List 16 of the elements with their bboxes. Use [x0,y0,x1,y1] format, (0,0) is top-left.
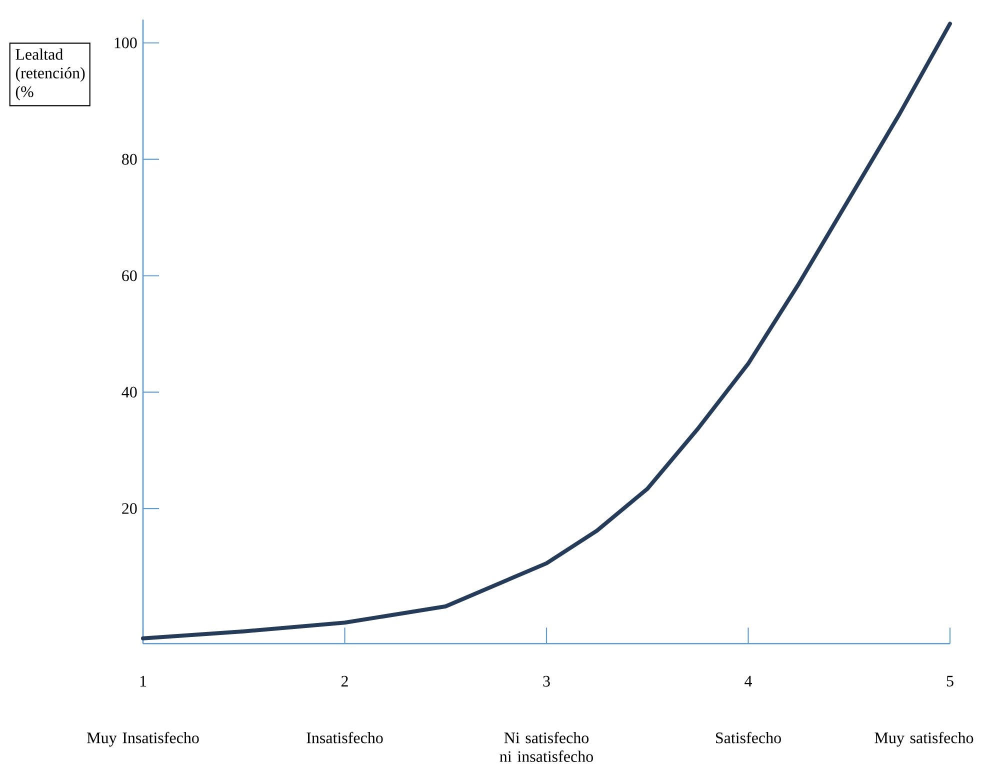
x-tick-label: 1 [140,676,146,686]
x-tick-label: 4 [744,676,752,686]
text: Muy satisfecho [874,732,974,747]
y-tick-label: 20 [122,503,137,514]
text: Insatisfecho [306,732,383,744]
x-tick-label: 3 [543,676,550,687]
y-tick-label: 60 [122,270,137,282]
x-tick-label: 5 [946,676,954,687]
text: Muy Insatisfecho [87,732,199,747]
y-tick-label: 100 [114,38,137,48]
y-tick-label: 80 [122,154,137,165]
y-tick-label: 40 [122,386,137,398]
x-tick-label: 2 [341,676,348,686]
y-axis-title: Lealtad (retención) (% [16,48,85,100]
text: Satisfecho [716,732,781,744]
text: Ni satisfecho ni insatisfecho [500,732,593,762]
